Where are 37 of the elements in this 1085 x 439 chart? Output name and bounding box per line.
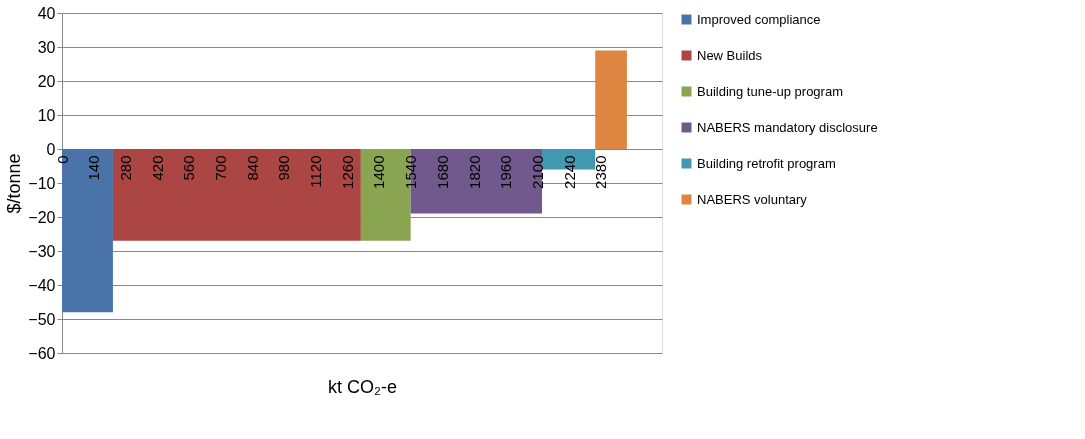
x-tick-label: 560	[180, 155, 198, 181]
y-tick-label: −50	[28, 310, 56, 328]
legend-label: NABERS voluntary	[697, 191, 808, 207]
y-tick-label: −20	[28, 208, 56, 226]
y-axis-title: $/tonne	[4, 153, 25, 214]
y-tick-label: −60	[28, 344, 56, 362]
legend-label: NABERS mandatory disclosure	[697, 119, 878, 135]
x-tick-label: 980	[275, 155, 293, 181]
x-tick-label: 1820	[465, 155, 483, 189]
x-tick-label: 700	[211, 155, 229, 181]
y-tick-label: −30	[28, 242, 56, 260]
x-tick-label: 1540	[402, 155, 420, 189]
x-tick-label: 840	[243, 155, 261, 181]
x-tick-label: 1120	[307, 155, 325, 188]
legend-label: Building tune-up program	[697, 83, 843, 99]
legend-label: New Builds	[697, 47, 763, 63]
x-axis-title: kt CO₂-e	[328, 376, 397, 397]
y-tick-label: 30	[37, 38, 56, 56]
x-tick-label: 280	[116, 155, 134, 181]
x-tick-label: 1680	[433, 155, 451, 189]
y-tick-label: −40	[28, 276, 56, 294]
x-tick-label: 1400	[370, 155, 388, 189]
x-tick-label: 140	[85, 155, 103, 181]
x-tick-label: 2380	[592, 155, 610, 189]
x-tick-label: 420	[148, 155, 166, 181]
x-tick-label: 1960	[497, 155, 515, 189]
y-tick-label: 10	[37, 106, 56, 124]
y-tick-label: 20	[37, 72, 56, 90]
y-tick-label: −10	[28, 174, 56, 192]
legend-label: Building retrofit program	[697, 155, 836, 171]
legend-label: Improved compliance	[697, 11, 821, 27]
x-tick-label: 2240	[560, 155, 578, 189]
x-tick-label: 1260	[338, 155, 356, 189]
x-tick-label: 2100	[528, 155, 546, 189]
y-tick-label: 0	[46, 140, 56, 158]
x-tick-label: 0	[53, 155, 71, 164]
y-tick-label: 40	[37, 4, 56, 22]
